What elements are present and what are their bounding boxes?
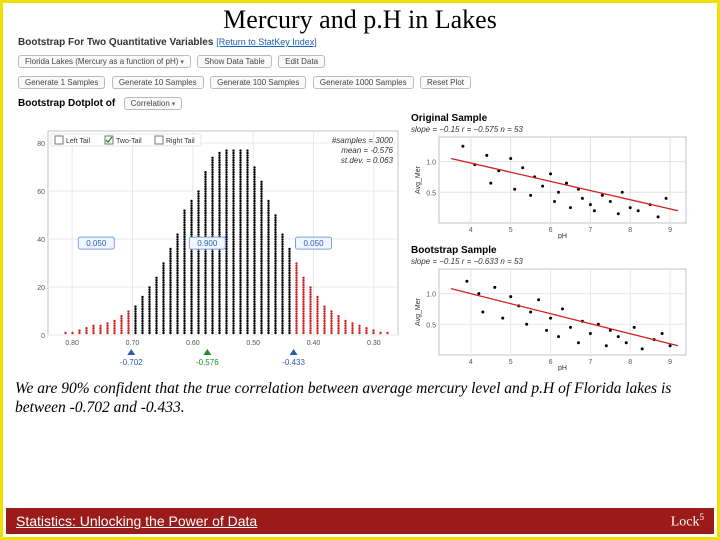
toolbar-row-2: Generate 1 Samples Generate 10 Samples G…: [18, 72, 702, 90]
bootstrap-dotplot: 0 20 40 60 80 0.80 0.70 0.60 0.50 0.40 0.30 Left Ta…: [18, 113, 403, 373]
gen-10-button[interactable]: Generate 10 Samples: [112, 76, 204, 89]
show-data-button[interactable]: Show Data Table: [197, 55, 271, 68]
dataset-dropdown[interactable]: Florida Lakes (Mercury as a function of …: [18, 55, 191, 68]
footer-exponent: 5: [700, 512, 705, 522]
svg-text:-0.433: -0.433: [282, 358, 305, 367]
svg-text:pH: pH: [558, 365, 567, 371]
svg-text:0.050: 0.050: [304, 239, 325, 248]
svg-text:0.900: 0.900: [197, 239, 218, 248]
gen-1-button[interactable]: Generate 1 Samples: [18, 76, 105, 89]
svg-text:4: 4: [469, 359, 473, 366]
svg-text:7: 7: [588, 227, 592, 234]
svg-text:6: 6: [549, 227, 553, 234]
svg-text:Right Tail: Right Tail: [166, 138, 195, 145]
svg-text:1.0: 1.0: [426, 160, 436, 167]
svg-text:0.40: 0.40: [307, 340, 321, 347]
svg-text:9: 9: [668, 227, 672, 234]
svg-text:pH: pH: [558, 233, 567, 239]
index-link[interactable]: [Return to StatKey Index]: [216, 37, 317, 47]
reset-plot-button[interactable]: Reset Plot: [420, 76, 471, 89]
footer-bar: Statistics: Unlocking the Power of Data …: [6, 508, 714, 534]
original-title: Original Sample: [411, 113, 696, 124]
svg-text:0.5: 0.5: [426, 322, 436, 329]
svg-text:0.80: 0.80: [65, 340, 79, 347]
svg-text:5: 5: [509, 359, 513, 366]
bootstrap-scatter: 4 5 6 7 8 9 0.5 1.0 pH Avg_Mer: [411, 266, 691, 371]
original-scatter: 4 5 6 7 8 9 0.5 1.0 pH Avg_Mer: [411, 134, 691, 239]
svg-text:Left Tail: Left Tail: [66, 138, 90, 145]
svg-text:0.5: 0.5: [426, 190, 436, 197]
svg-text:60: 60: [37, 189, 45, 196]
toolbar-row-1: Florida Lakes (Mercury as a function of …: [18, 51, 702, 69]
svg-text:-0.576: -0.576: [196, 358, 219, 367]
confidence-statement: We are 90% confident that the true corre…: [3, 373, 717, 422]
svg-text:5: 5: [509, 227, 513, 234]
svg-text:#samples = 3000: #samples = 3000: [332, 136, 394, 145]
svg-text:Avg_Mer: Avg_Mer: [415, 165, 422, 194]
svg-text:Avg_Mer: Avg_Mer: [415, 297, 422, 326]
svg-text:0.050: 0.050: [86, 239, 107, 248]
bootstrap-stats: slope = −0.15 r = −0.633 n = 53: [411, 257, 696, 266]
gen-1000-button[interactable]: Generate 1000 Samples: [313, 76, 414, 89]
gen-100-button[interactable]: Generate 100 Samples: [210, 76, 306, 89]
svg-text:0.70: 0.70: [126, 340, 140, 347]
slide-title: Mercury and p.H in Lakes: [3, 3, 717, 37]
footer-right: Lock5: [671, 512, 704, 531]
svg-text:1.0: 1.0: [426, 292, 436, 299]
footer-brand: Lock: [671, 514, 700, 529]
svg-text:80: 80: [37, 141, 45, 148]
svg-text:0.30: 0.30: [367, 340, 381, 347]
svg-text:9: 9: [668, 359, 672, 366]
svg-text:st.dev. = 0.063: st.dev. = 0.063: [341, 156, 394, 165]
svg-text:40: 40: [37, 237, 45, 244]
svg-text:-0.702: -0.702: [120, 358, 143, 367]
svg-text:6: 6: [549, 359, 553, 366]
dotplot-label: Bootstrap Dotplot of: [18, 98, 115, 109]
svg-text:20: 20: [37, 285, 45, 292]
edit-data-button[interactable]: Edit Data: [278, 55, 325, 68]
svg-text:0.50: 0.50: [246, 340, 260, 347]
svg-text:0: 0: [41, 333, 45, 340]
original-stats: slope = −0.15 r = −0.575 n = 53: [411, 125, 696, 134]
svg-text:4: 4: [469, 227, 473, 234]
footer-left: Statistics: Unlocking the Power of Data: [16, 513, 257, 529]
svg-text:8: 8: [628, 227, 632, 234]
svg-text:7: 7: [588, 359, 592, 366]
svg-text:mean = -0.576: mean = -0.576: [341, 146, 393, 155]
stat-dropdown[interactable]: Correlation: [124, 97, 183, 110]
svg-text:8: 8: [628, 359, 632, 366]
app-header-text: Bootstrap For Two Quantitative Variables: [18, 37, 213, 48]
bootstrap-title: Bootstrap Sample: [411, 245, 696, 256]
svg-text:Two-Tail: Two-Tail: [116, 138, 142, 145]
app-header: Bootstrap For Two Quantitative Variables…: [18, 37, 702, 48]
svg-text:0.60: 0.60: [186, 340, 200, 347]
